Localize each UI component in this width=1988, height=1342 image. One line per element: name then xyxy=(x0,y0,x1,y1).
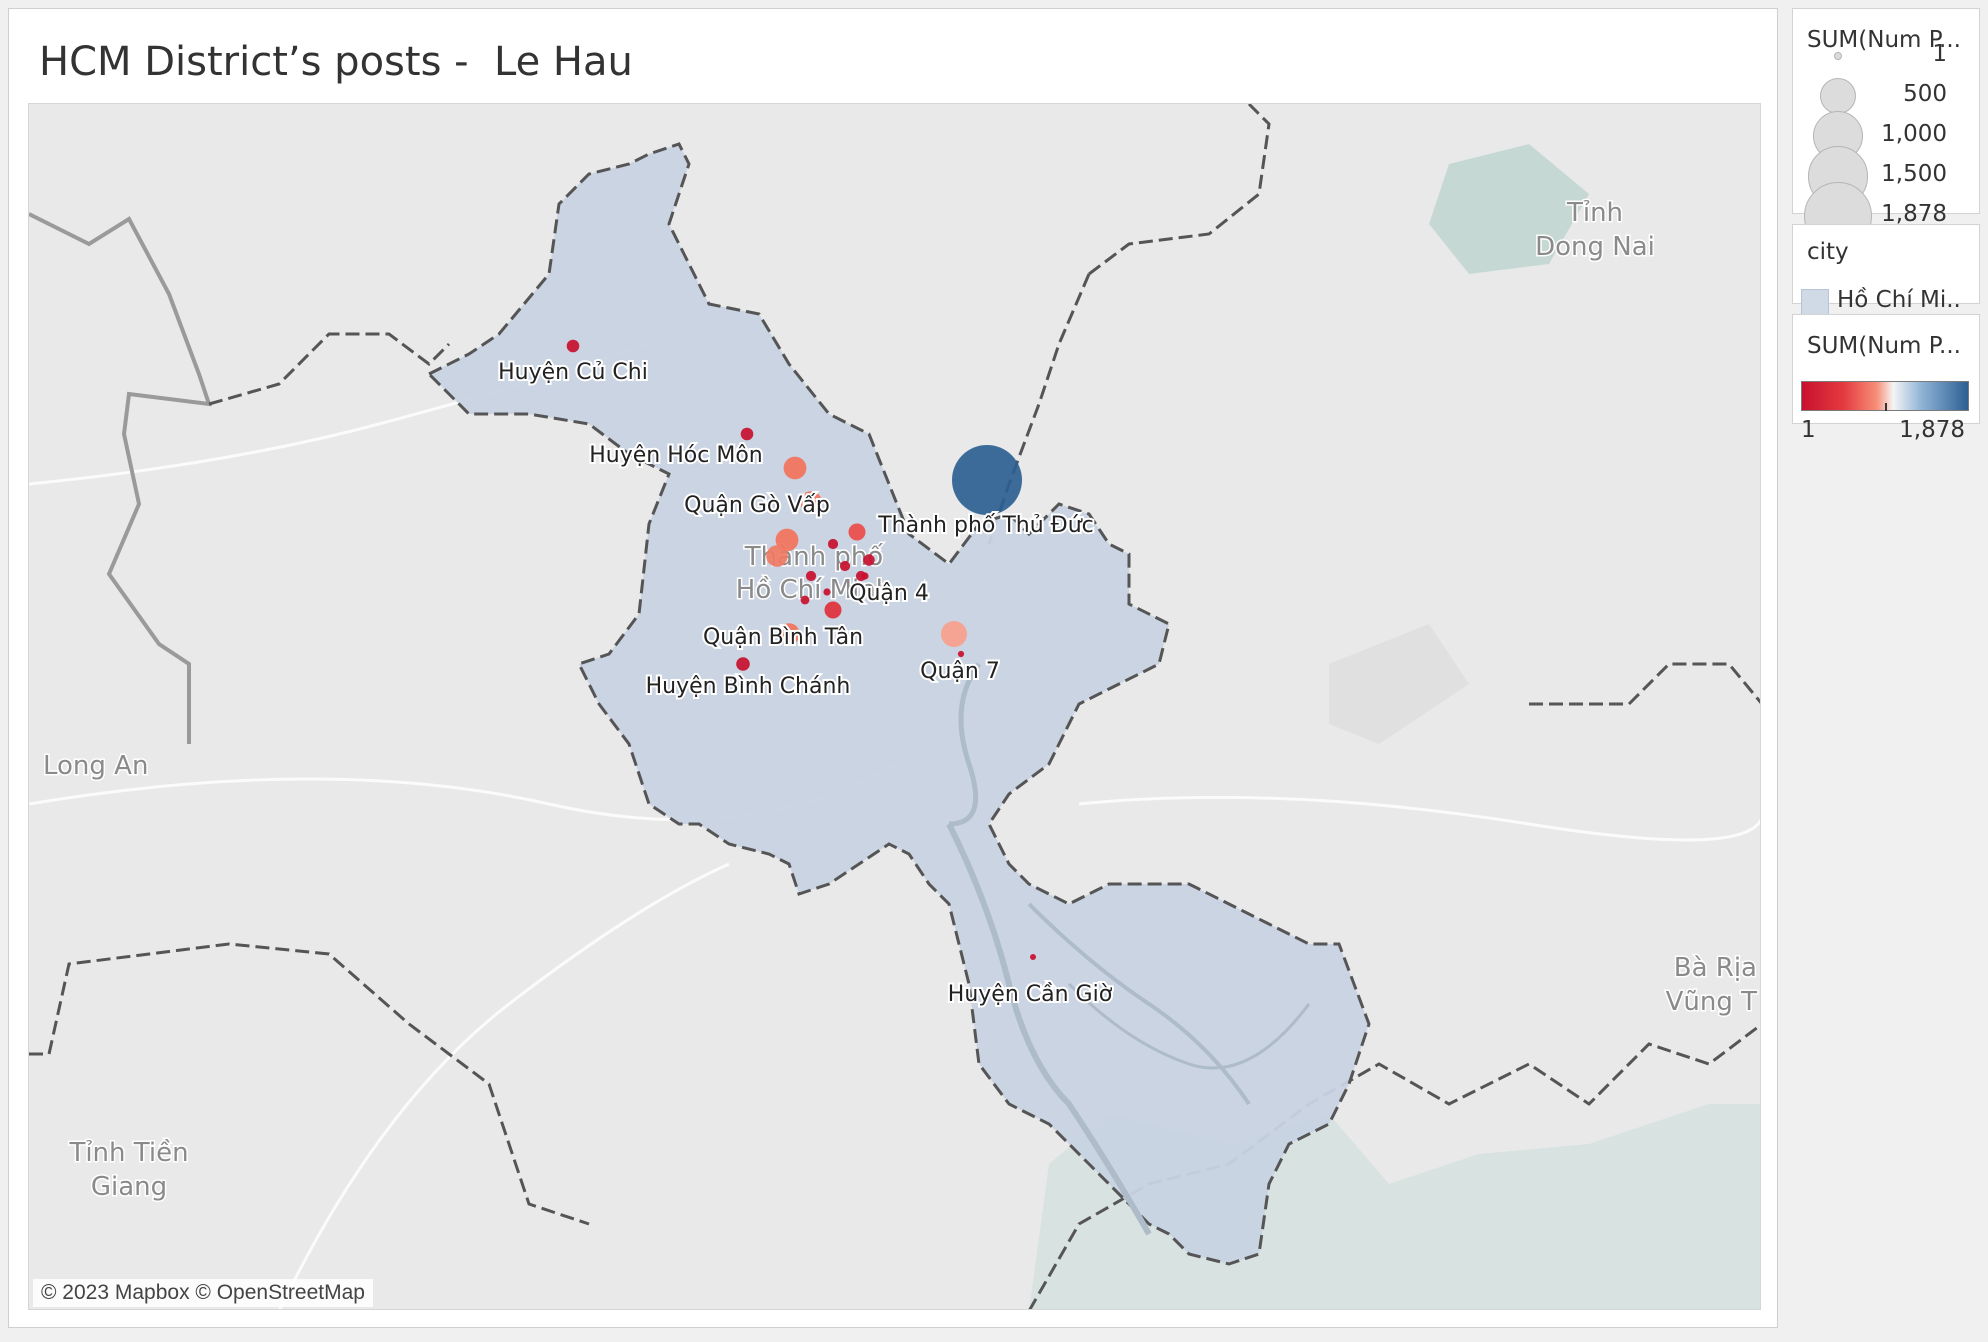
district-marker[interactable] xyxy=(827,538,839,550)
size-legend-label: 1,878 xyxy=(1881,201,1947,227)
size-legend-item[interactable]: 500 xyxy=(1793,75,1981,115)
color-legend-max: 1,878 xyxy=(1899,417,1965,443)
district-marker[interactable] xyxy=(805,570,817,582)
district-label: Huyện Bình Chánh xyxy=(646,674,851,699)
admin-boundary xyxy=(29,942,590,1226)
district-label: Thành phố Thủ Đức xyxy=(877,513,1094,538)
size-legend-item[interactable]: 1,000 xyxy=(1793,110,1981,162)
district-marker[interactable] xyxy=(861,572,869,580)
map-copyright[interactable]: © 2023 Mapbox © OpenStreetMap xyxy=(33,1279,373,1307)
size-legend-label: 1,000 xyxy=(1881,121,1947,147)
size-legend: SUM(Num P... 1 500 1,000 1,500 1,878 xyxy=(1792,8,1981,250)
district-marker[interactable] xyxy=(1030,954,1036,960)
district-marker[interactable] xyxy=(941,621,967,647)
dashboard-title: HCM District’s posts - Le Hau xyxy=(39,39,633,85)
district-marker[interactable] xyxy=(957,650,965,658)
size-legend-title: SUM(Num P... xyxy=(1807,27,1961,53)
district-marker[interactable] xyxy=(766,545,788,567)
color-legend-title: SUM(Num P... xyxy=(1807,333,1961,359)
district-marker[interactable] xyxy=(775,528,799,552)
district-marker[interactable] xyxy=(839,560,851,572)
city-legend-title: city xyxy=(1807,239,1849,265)
province-outline xyxy=(29,212,212,744)
color-legend-min: 1 xyxy=(1801,417,1816,443)
map-view[interactable]: Tỉnh Dong Nai Long An Bà Rịa Vũng T Tỉnh Tiền… xyxy=(28,103,1761,1310)
district-label: Quận 4 xyxy=(849,581,929,606)
region-label: Tỉnh Tiền xyxy=(68,1138,188,1168)
district-marker[interactable] xyxy=(566,339,580,353)
district-label: Quận Bình Tân xyxy=(703,625,863,650)
district-label: Huyện Hóc Môn xyxy=(589,443,762,468)
admin-boundary xyxy=(987,104,1271,545)
district-marker[interactable] xyxy=(800,595,810,605)
size-legend-circle xyxy=(1834,52,1842,60)
region-label: Tỉnh xyxy=(1566,198,1623,228)
region-label: Bà Rịa xyxy=(1674,953,1757,983)
district-marker[interactable] xyxy=(824,601,842,619)
region-label: Vũng T xyxy=(1666,987,1758,1017)
district-marker[interactable] xyxy=(778,623,800,645)
district-marker[interactable] xyxy=(740,427,754,441)
admin-boundary xyxy=(208,332,1760,706)
size-legend-label: 1 xyxy=(1932,41,1947,67)
district-marker[interactable] xyxy=(800,491,822,513)
size-legend-circle xyxy=(1819,77,1857,115)
district-marker[interactable] xyxy=(783,456,807,480)
region-label: Giang xyxy=(91,1172,167,1202)
city-polygon-hcm[interactable] xyxy=(426,142,1371,1266)
city-legend-swatch xyxy=(1801,289,1829,317)
city-legend-item[interactable]: Hồ Chí Mi.. xyxy=(1837,287,1961,313)
region-label: Dong Nai xyxy=(1535,232,1655,262)
district-label: Huyện Cần Giờ xyxy=(948,982,1113,1007)
region-label: Thành phố xyxy=(744,542,883,572)
size-legend-label: 1,500 xyxy=(1881,161,1947,187)
district-marker[interactable] xyxy=(736,657,750,671)
district-label: Quận Gò Vấp xyxy=(684,493,830,518)
district-label: Quận 7 xyxy=(920,659,1000,684)
map-canvas[interactable]: Tỉnh Dong Nai Long An Bà Rịa Vũng T Tỉnh Tiền… xyxy=(29,104,1761,1310)
color-legend-tick xyxy=(1885,403,1887,411)
district-marker[interactable] xyxy=(952,445,1022,515)
land-patch xyxy=(1329,624,1469,744)
district-marker[interactable] xyxy=(863,554,875,566)
district-marker[interactable] xyxy=(823,588,831,596)
district-label: Huyện Củ Chi xyxy=(498,360,648,385)
city-legend: city Hồ Chí Mi.. xyxy=(1792,224,1980,317)
region-label: Long An xyxy=(43,751,148,781)
lake-area xyxy=(1429,144,1589,274)
size-legend-label: 500 xyxy=(1903,81,1947,107)
color-legend: SUM(Num P... 1 1,878 xyxy=(1792,314,1980,443)
size-legend-item[interactable]: 1 xyxy=(1793,35,1981,75)
district-marker[interactable] xyxy=(848,523,866,541)
